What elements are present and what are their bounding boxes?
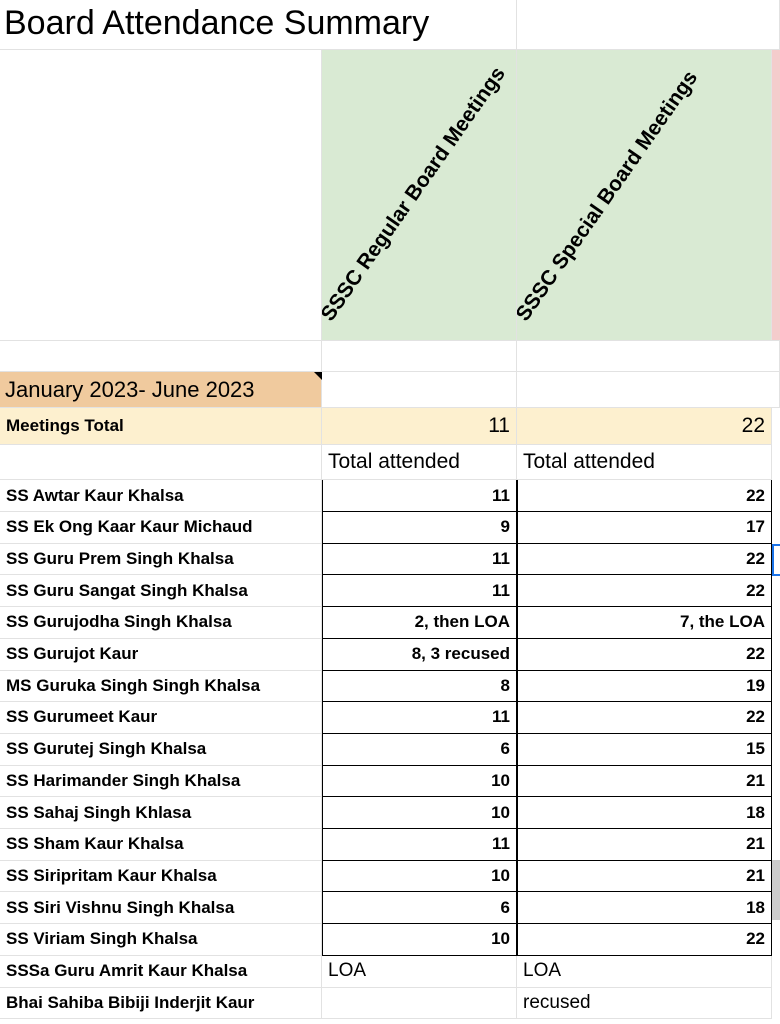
empty-cell[interactable] (322, 372, 517, 408)
empty-cell[interactable] (0, 341, 322, 372)
special-attended[interactable]: 15 (517, 733, 772, 766)
regular-attended[interactable]: 11 (322, 828, 517, 861)
member-name[interactable]: SS Gurujot Kaur (0, 638, 322, 671)
special-attended[interactable]: 19 (517, 670, 772, 703)
special-attended[interactable]: 22 (517, 543, 772, 576)
empty-cell[interactable] (0, 445, 322, 480)
regular-attended[interactable]: 10 (322, 797, 517, 829)
special-attended[interactable]: LOA (517, 955, 772, 988)
member-name[interactable]: SS Gurujodha Singh Khalsa (0, 606, 322, 639)
regular-attended[interactable]: 10 (322, 923, 517, 956)
comment-indicator-icon (314, 372, 322, 380)
member-name[interactable]: SS Awtar Kaur Khalsa (0, 480, 322, 512)
regular-attended[interactable]: 8 (322, 670, 517, 703)
member-name[interactable]: SS Sham Kaur Khalsa (0, 828, 322, 861)
regular-attended[interactable]: 8, 3 recused (322, 638, 517, 671)
member-name[interactable]: SS Gurutej Singh Khalsa (0, 733, 322, 766)
header-regular[interactable]: SSSC Regular Board Meetings (322, 50, 517, 341)
meetings-total-label[interactable]: Meetings Total (0, 408, 322, 445)
member-name[interactable]: SS Guru Prem Singh Khalsa (0, 543, 322, 576)
special-attended[interactable]: 18 (517, 892, 772, 925)
member-name[interactable]: SS Sahaj Singh Khlasa (0, 797, 322, 829)
special-attended[interactable]: 7, the LOA (517, 606, 772, 639)
member-name[interactable]: SS Siri Vishnu Singh Khalsa (0, 892, 322, 925)
meetings-total-regular[interactable]: 11 (322, 408, 517, 445)
member-name[interactable]: SS Gurumeet Kaur (0, 701, 322, 734)
regular-attended[interactable]: 11 (322, 575, 517, 608)
header-next[interactable] (772, 50, 780, 341)
special-attended[interactable]: 22 (517, 480, 772, 512)
selection-outline (772, 544, 780, 576)
member-name[interactable]: SS Viriam Singh Khalsa (0, 923, 322, 956)
member-name[interactable]: SS Ek Ong Kaar Kaur Michaud (0, 511, 322, 544)
empty-cell[interactable] (322, 341, 517, 372)
sheet-title[interactable]: Board Attendance Summary (0, 0, 517, 50)
member-name[interactable]: SSSa Guru Amrit Kaur Khalsa (0, 955, 322, 988)
special-attended[interactable]: 21 (517, 765, 772, 798)
regular-attended[interactable]: 10 (322, 860, 517, 893)
meetings-total-special[interactable]: 22 (517, 408, 772, 445)
special-attended[interactable]: 22 (517, 575, 772, 608)
member-name[interactable]: MS Guruka Singh Singh Khalsa (0, 670, 322, 703)
header-regular-label: SSSC Regular Board Meetings (322, 62, 510, 326)
empty-cell[interactable] (517, 341, 780, 372)
subheader-regular[interactable]: Total attended (322, 445, 517, 480)
empty-cell[interactable] (0, 50, 322, 341)
member-name[interactable]: Bhai Sahiba Bibiji Inderjit Kaur (0, 987, 322, 1020)
special-attended[interactable]: 22 (517, 923, 772, 956)
member-name[interactable]: SS Guru Sangat Singh Khalsa (0, 575, 322, 608)
period-cell[interactable]: January 2023- June 2023 (0, 372, 322, 408)
regular-attended[interactable] (322, 987, 517, 1020)
regular-attended[interactable]: 11 (322, 701, 517, 734)
regular-attended[interactable]: 6 (322, 733, 517, 766)
regular-attended[interactable]: 2, then LOA (322, 606, 517, 639)
special-attended[interactable]: 17 (517, 511, 772, 544)
special-attended[interactable]: 21 (517, 828, 772, 861)
empty-cell[interactable] (517, 0, 780, 50)
regular-attended[interactable]: 11 (322, 543, 517, 576)
special-attended[interactable]: 22 (517, 638, 772, 671)
member-name[interactable]: SS Harimander Singh Khalsa (0, 765, 322, 798)
header-special-label: SSSC Special Board Meetings (517, 66, 703, 326)
regular-attended[interactable]: 11 (322, 480, 517, 512)
subheader-special[interactable]: Total attended (517, 445, 772, 480)
header-special[interactable]: SSSC Special Board Meetings (517, 50, 772, 341)
scrollbar[interactable] (772, 860, 780, 920)
member-name[interactable]: SS Siripritam Kaur Khalsa (0, 860, 322, 893)
special-attended[interactable]: recused (517, 987, 772, 1020)
special-attended[interactable]: 21 (517, 860, 772, 893)
regular-attended[interactable]: 6 (322, 892, 517, 925)
empty-cell[interactable] (517, 372, 780, 408)
regular-attended[interactable]: 9 (322, 511, 517, 544)
special-attended[interactable]: 18 (517, 797, 772, 829)
regular-attended[interactable]: LOA (322, 955, 517, 988)
special-attended[interactable]: 22 (517, 701, 772, 734)
regular-attended[interactable]: 10 (322, 765, 517, 798)
